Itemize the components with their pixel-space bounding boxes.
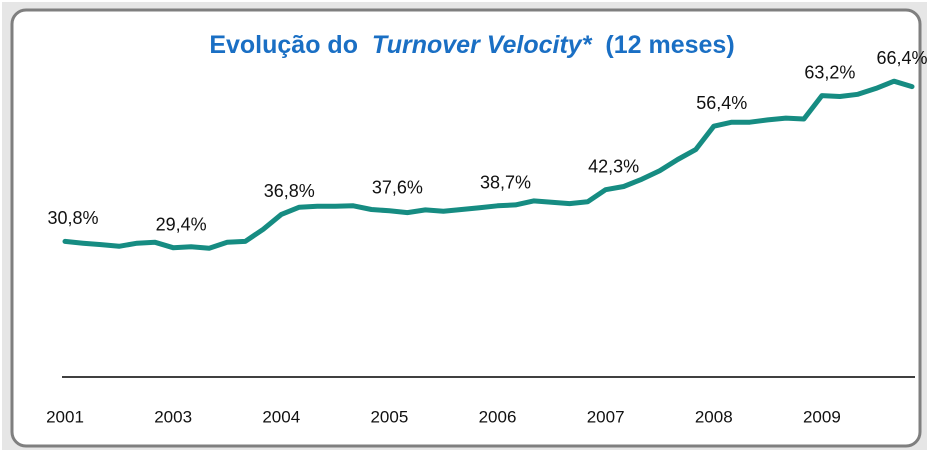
x-tick-label: 2004 (262, 407, 300, 426)
data-label: 29,4% (156, 214, 207, 234)
title-part: (12 meses) (605, 31, 734, 59)
x-tick-label: 2008 (695, 407, 733, 426)
x-tick-label: 2006 (479, 407, 517, 426)
title-part: Turnover Velocity* (372, 31, 593, 59)
x-tick-label: 2007 (587, 407, 625, 426)
data-label: 42,3% (588, 156, 639, 176)
line (62, 78, 915, 251)
x-tick-label: 2003 (154, 407, 192, 426)
x-tick-label: 2005 (370, 407, 408, 426)
data-label: 36,8% (264, 181, 315, 201)
frame (10, 8, 922, 448)
data-label: 37,6% (372, 178, 423, 198)
data-label: 63,2% (804, 62, 855, 82)
data-label: 56,4% (696, 93, 747, 113)
data-label: 38,7% (480, 173, 531, 193)
data-label: 30,8% (47, 208, 98, 228)
x-tick-label: 2001 (46, 407, 84, 426)
x-tick-label: 2009 (803, 407, 841, 426)
data-label: 66,4% (876, 48, 927, 68)
title-part: Evolução do (209, 31, 358, 59)
chart-title: Evolução do Turnover Velocity* (12 meses… (209, 31, 734, 59)
